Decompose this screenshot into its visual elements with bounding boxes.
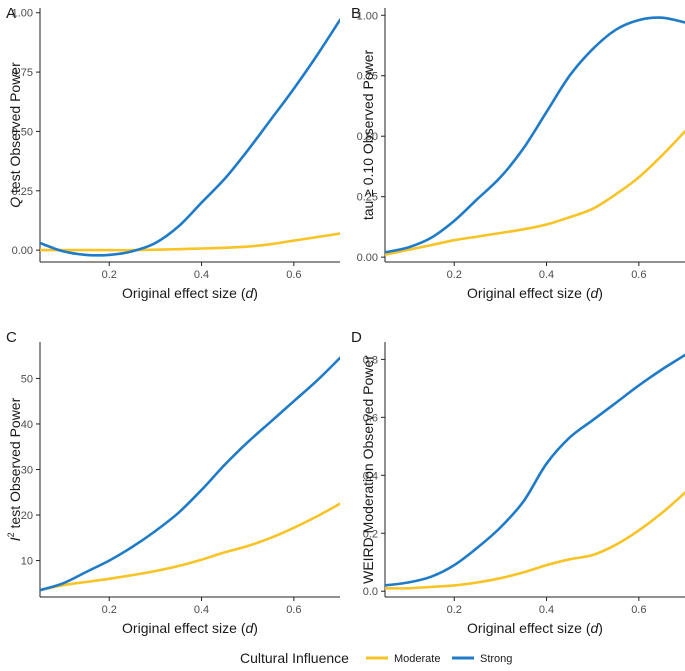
y-axis-title: tau ≥ 0.10 Observed Power bbox=[360, 50, 376, 221]
x-tick-label: 0.2 bbox=[102, 269, 117, 281]
panel-a: A 0.2 0.4 0.6 0.00 0.25 0.50 0.75 1.00 Original e… bbox=[6, 5, 340, 301]
series-line-strong bbox=[40, 356, 340, 592]
legend-title: Cultural Influence bbox=[240, 650, 349, 666]
y-tick-label: 0.25 bbox=[12, 186, 33, 198]
x-tick-label: 0.2 bbox=[102, 604, 117, 616]
x-axis-title: Original effect size (d) bbox=[467, 620, 603, 636]
panel-d: D 0.2 0.4 0.6 0.0 0.2 0.4 0.6 0.8 Original effect… bbox=[351, 329, 685, 636]
y-axis-title: I2 test Observed Power bbox=[6, 397, 23, 541]
x-tick-label: 0.4 bbox=[539, 269, 554, 281]
y-tick-label: 0.50 bbox=[357, 131, 378, 143]
y-tick-label: 10 bbox=[21, 556, 33, 568]
legend: Cultural Influence Moderate Strong bbox=[240, 650, 512, 666]
y-tick-label: 0.6 bbox=[363, 412, 378, 424]
y-tick-label: 1.00 bbox=[357, 10, 378, 22]
y-tick-label: 40 bbox=[21, 419, 33, 431]
y-tick-label: 0.75 bbox=[12, 67, 33, 79]
y-tick-label: 0.00 bbox=[357, 252, 378, 264]
y-tick-label: 20 bbox=[21, 510, 33, 522]
x-axis-title: Original effect size (d) bbox=[122, 285, 258, 301]
y-tick-label: 0.2 bbox=[363, 528, 378, 540]
x-tick-label: 0.2 bbox=[447, 269, 462, 281]
y-tick-label: 0.0 bbox=[363, 586, 378, 598]
y-tick-label: 0.8 bbox=[363, 354, 378, 366]
series-line-strong bbox=[385, 353, 685, 587]
series-line-moderate bbox=[385, 491, 685, 590]
series-line-moderate bbox=[40, 502, 340, 592]
x-tick-label: 0.6 bbox=[286, 269, 301, 281]
y-tick-label: 50 bbox=[21, 373, 33, 385]
y-axis-title: Q test Observed Power bbox=[7, 62, 23, 208]
x-tick-label: 0.6 bbox=[286, 604, 301, 616]
y-tick-label: 0.50 bbox=[12, 126, 33, 138]
y-tick-label: 0.75 bbox=[357, 71, 378, 83]
series-line-strong bbox=[40, 18, 340, 257]
y-tick-label: 30 bbox=[21, 465, 33, 477]
series-line-moderate bbox=[40, 232, 340, 252]
panel-b: B 0.2 0.4 0.6 0.00 0.25 0.50 0.75 1.00 Original e… bbox=[351, 5, 685, 301]
y-tick-label: 0.00 bbox=[12, 245, 33, 257]
x-tick-label: 0.4 bbox=[539, 604, 554, 616]
y-axis-title: WEIRD Moderation Observed Power bbox=[360, 355, 376, 584]
x-tick-label: 0.4 bbox=[194, 604, 209, 616]
panel-label-a: A bbox=[6, 5, 16, 22]
x-tick-label: 0.6 bbox=[631, 604, 646, 616]
x-tick-label: 0.6 bbox=[631, 269, 646, 281]
legend-label-moderate: Moderate bbox=[394, 653, 440, 665]
x-tick-label: 0.2 bbox=[447, 604, 462, 616]
x-tick-label: 0.4 bbox=[194, 269, 209, 281]
x-axis-title: Original effect size (d) bbox=[467, 285, 603, 301]
series-line-strong bbox=[385, 16, 685, 254]
x-axis-title: Original effect size (d) bbox=[122, 620, 258, 636]
series-line-moderate bbox=[385, 130, 685, 256]
y-tick-label: 0.25 bbox=[357, 192, 378, 204]
panel-label-b: B bbox=[351, 5, 361, 22]
y-tick-label: 0.4 bbox=[363, 470, 378, 482]
y-tick-label: 1.00 bbox=[12, 8, 33, 20]
panel-label-c: C bbox=[6, 329, 17, 346]
legend-label-strong: Strong bbox=[480, 653, 512, 665]
panel-label-d: D bbox=[351, 329, 362, 346]
panel-c: C 0.2 0.4 0.6 10 20 30 40 50 Original effect size… bbox=[6, 329, 340, 636]
